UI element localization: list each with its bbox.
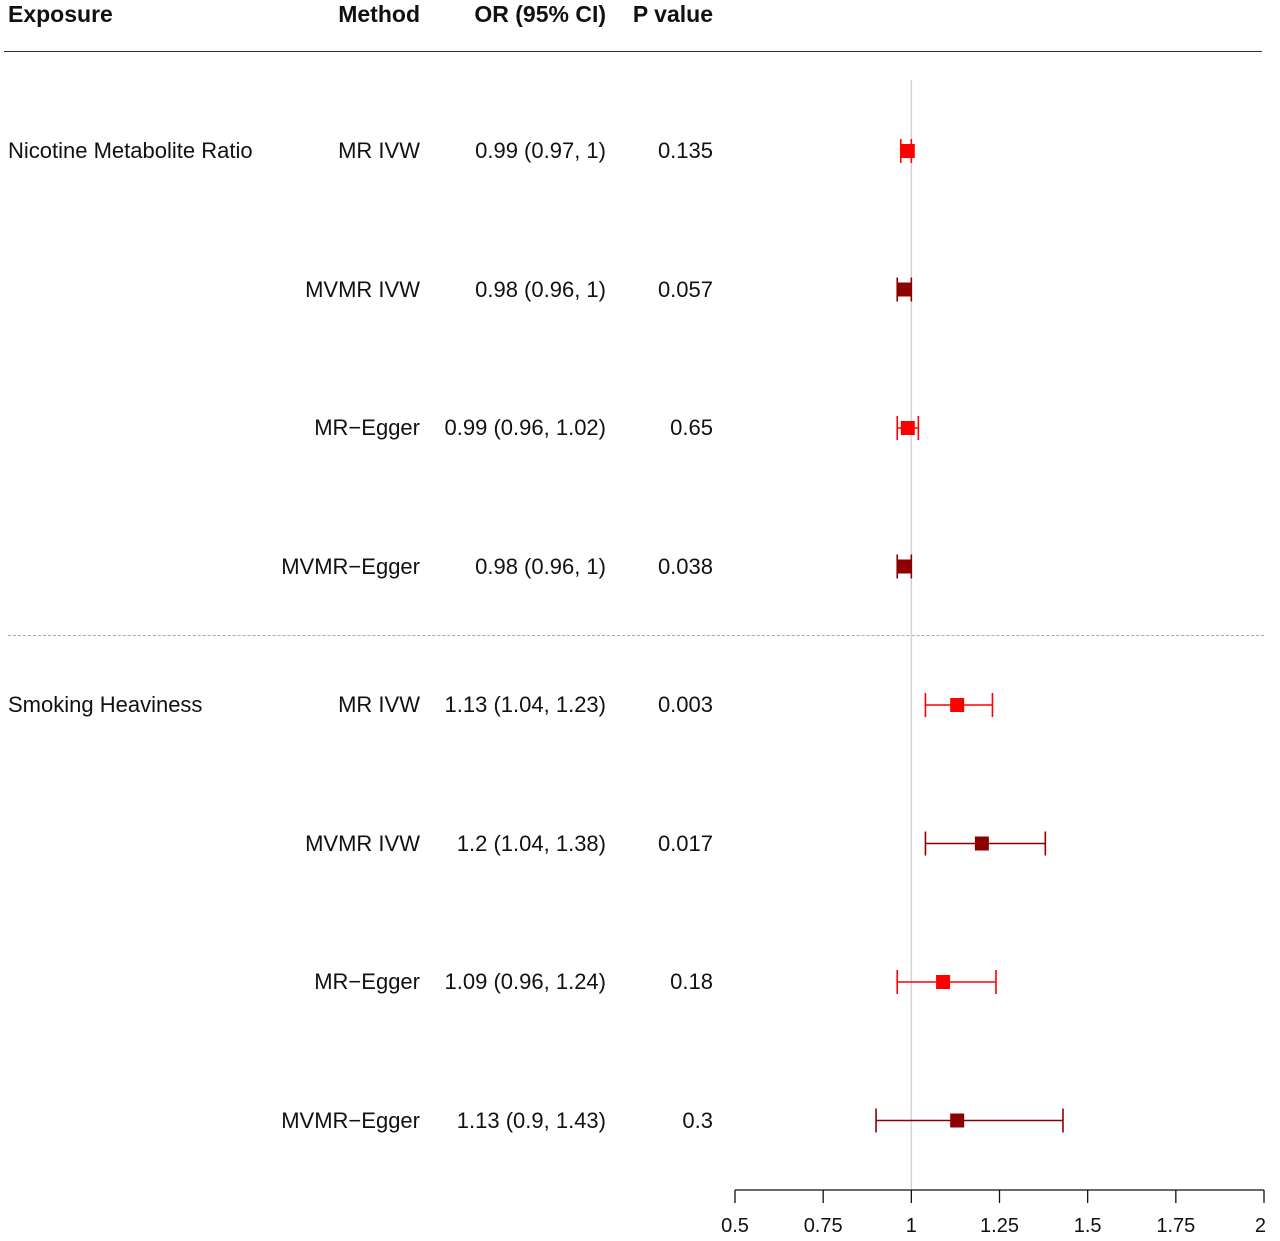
or-ci-cell: 0.99 (0.96, 1.02) bbox=[444, 415, 606, 440]
p-value-cell: 0.057 bbox=[657, 276, 713, 302]
point-estimate-marker bbox=[900, 421, 915, 435]
or-ci-cell: 0.98 (0.96, 1) bbox=[475, 276, 606, 302]
point-estimate-marker bbox=[936, 975, 951, 989]
method-cell: MVMR IVW bbox=[305, 830, 420, 856]
point-estimate-marker bbox=[950, 698, 965, 712]
p-value-cell: 0.3 bbox=[682, 1107, 713, 1133]
method-cell: MR−Egger bbox=[314, 969, 420, 994]
p-value-header: P value bbox=[632, 1, 713, 27]
method-cell: MR−Egger bbox=[314, 415, 420, 440]
x-tick-label: 1.5 bbox=[1074, 1215, 1102, 1237]
or-ci-cell: 1.2 (1.04, 1.38) bbox=[456, 830, 606, 856]
method-header: Method bbox=[338, 1, 420, 27]
p-value-cell: 0.135 bbox=[657, 138, 713, 163]
or-ci-cell: 1.09 (0.96, 1.24) bbox=[444, 969, 606, 994]
group-divider bbox=[8, 635, 1264, 636]
x-tick-label: 1.75 bbox=[1156, 1215, 1195, 1237]
or-ci-cell: 1.13 (0.9, 1.43) bbox=[456, 1107, 606, 1133]
method-cell: MVMR IVW bbox=[305, 276, 420, 302]
header-rule bbox=[4, 51, 1262, 52]
method-cell: MVMR−Egger bbox=[281, 553, 420, 579]
point-estimate-marker bbox=[897, 559, 912, 574]
x-tick-label: 0.5 bbox=[721, 1215, 749, 1237]
method-cell: MR IVW bbox=[338, 138, 420, 163]
x-tick-label: 1 bbox=[906, 1215, 917, 1237]
method-cell: MVMR−Egger bbox=[281, 1107, 420, 1133]
x-tick-label: 1.25 bbox=[980, 1215, 1019, 1237]
point-estimate-marker bbox=[950, 1113, 965, 1128]
method-cell: MR IVW bbox=[338, 692, 420, 717]
p-value-cell: 0.038 bbox=[657, 553, 713, 579]
point-estimate-marker bbox=[897, 282, 912, 297]
or-ci-cell: 0.98 (0.96, 1) bbox=[475, 553, 606, 579]
p-value-cell: 0.017 bbox=[657, 830, 713, 856]
or-ci-header: OR (95% CI) bbox=[474, 1, 606, 27]
p-value-cell: 0.18 bbox=[670, 969, 713, 994]
x-tick-label: 2 bbox=[1255, 1215, 1266, 1237]
p-value-cell: 0.003 bbox=[657, 692, 713, 717]
exposure-label: Nicotine Metabolite Ratio bbox=[8, 138, 253, 163]
point-estimate-marker bbox=[974, 836, 989, 851]
point-estimate-marker bbox=[900, 144, 915, 158]
or-ci-cell: 0.99 (0.97, 1) bbox=[475, 138, 606, 163]
exposure-header: Exposure bbox=[8, 1, 113, 27]
x-tick-label: 0.75 bbox=[804, 1215, 843, 1237]
exposure-label: Smoking Heaviness bbox=[8, 692, 203, 717]
p-value-cell: 0.65 bbox=[670, 415, 713, 440]
or-ci-cell: 1.13 (1.04, 1.23) bbox=[444, 692, 606, 717]
